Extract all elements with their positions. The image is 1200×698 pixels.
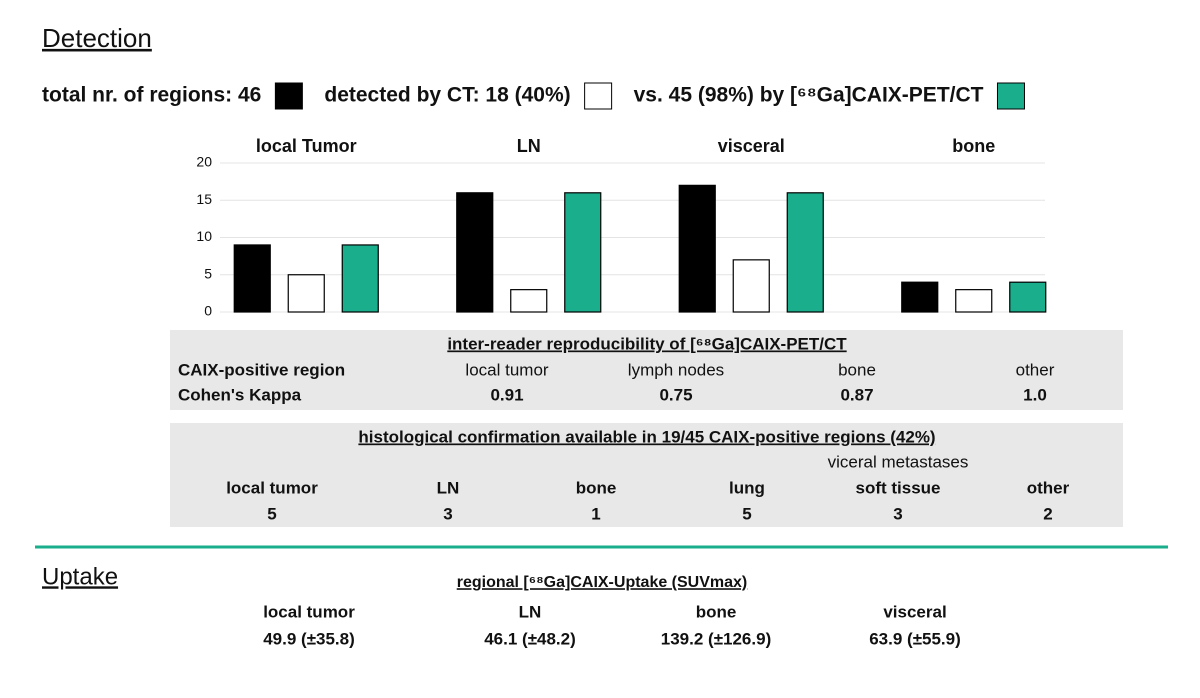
row-header: CAIX-positive region — [178, 360, 345, 379]
legend-label: detected by CT: 18 (40%) — [324, 84, 570, 107]
y-tick-label: 0 — [204, 303, 212, 319]
bar — [287, 274, 325, 313]
table-title: inter-reader reproducibility of [⁶⁸Ga]CA… — [447, 334, 847, 353]
section-title: Uptake — [42, 563, 118, 590]
column-header: other — [1027, 478, 1070, 497]
table: local tumor 0.91 lymph nodes 0.75 bone 0.87 ot… — [465, 360, 1054, 404]
column-header: bone — [838, 360, 876, 379]
column-header: LN — [519, 602, 542, 621]
column-header: soft tissue — [855, 478, 940, 497]
chart: 0 5 10 15 20 local Tumor LN visceral bone — [196, 136, 1047, 319]
table: local tumor 49.9 (±35.8) LN 46.1 (±48.2) bon… — [263, 602, 961, 648]
cell: 49.9 (±35.8) — [263, 629, 355, 648]
cell: 1.0 — [1023, 385, 1047, 404]
column-header: visceral — [883, 602, 946, 621]
column-header: bone — [576, 478, 617, 497]
bar — [456, 192, 494, 313]
column-header: LN — [437, 478, 460, 497]
group-label: viceral metastases — [828, 452, 969, 471]
legend-label: vs. 45 (98%) by [⁶⁸Ga]CAIX-PET/CT — [634, 84, 984, 107]
column-header: lymph nodes — [628, 360, 724, 379]
table: local tumor 5 LN 3 bone 1 lung 5 soft tissue 3 oth… — [226, 478, 1069, 523]
bar — [786, 192, 824, 313]
cell: 0.91 — [490, 385, 523, 404]
column-header: bone — [696, 602, 737, 621]
column-header: local tumor — [263, 602, 355, 621]
cell: 5 — [742, 504, 751, 523]
bar — [732, 259, 770, 313]
table-background — [170, 330, 1123, 410]
cell: 1 — [591, 504, 600, 523]
category-label: local Tumor — [256, 136, 357, 156]
bar — [955, 289, 993, 313]
bar — [233, 244, 271, 313]
table-background — [170, 423, 1123, 527]
cell: 3 — [443, 504, 452, 523]
cell: 5 — [267, 504, 276, 523]
bar — [564, 192, 602, 313]
category-label: visceral — [718, 136, 785, 156]
column-header: other — [1016, 360, 1055, 379]
table-title: regional [⁶⁸Ga]CAIX-Uptake (SUVmax) — [457, 574, 748, 591]
y-tick-label: 10 — [196, 228, 212, 244]
y-tick-label: 5 — [204, 265, 212, 281]
section-title: Detection — [42, 23, 152, 53]
cell: 3 — [893, 504, 902, 523]
bar — [341, 244, 379, 313]
cell: 63.9 (±55.9) — [869, 629, 961, 648]
table-title: histological confirmation available in 1… — [358, 427, 935, 446]
legend-swatch — [996, 82, 1025, 110]
category-label: bone — [952, 136, 995, 156]
column-header: lung — [729, 478, 765, 497]
bar — [678, 184, 716, 313]
cell: 0.87 — [840, 385, 873, 404]
cell: 139.2 (±126.9) — [661, 629, 771, 648]
legend-swatch — [584, 82, 613, 110]
legend-label: total nr. of regions: 46 — [42, 84, 261, 107]
row-header: Cohen's Kappa — [178, 385, 302, 404]
cell: 46.1 (±48.2) — [484, 629, 576, 648]
legend-swatch — [274, 82, 303, 110]
category-label: LN — [517, 136, 541, 156]
bar — [1009, 281, 1047, 313]
column-header: local tumor — [465, 360, 548, 379]
column-header: local tumor — [226, 478, 318, 497]
cell: 2 — [1043, 504, 1052, 523]
bar — [510, 289, 548, 313]
y-tick-label: 15 — [196, 191, 212, 207]
y-tick-label: 20 — [196, 154, 212, 170]
legend: total nr. of regions: 46 detected by CT: … — [42, 82, 1025, 110]
bar — [901, 281, 939, 313]
cell: 0.75 — [659, 385, 692, 404]
